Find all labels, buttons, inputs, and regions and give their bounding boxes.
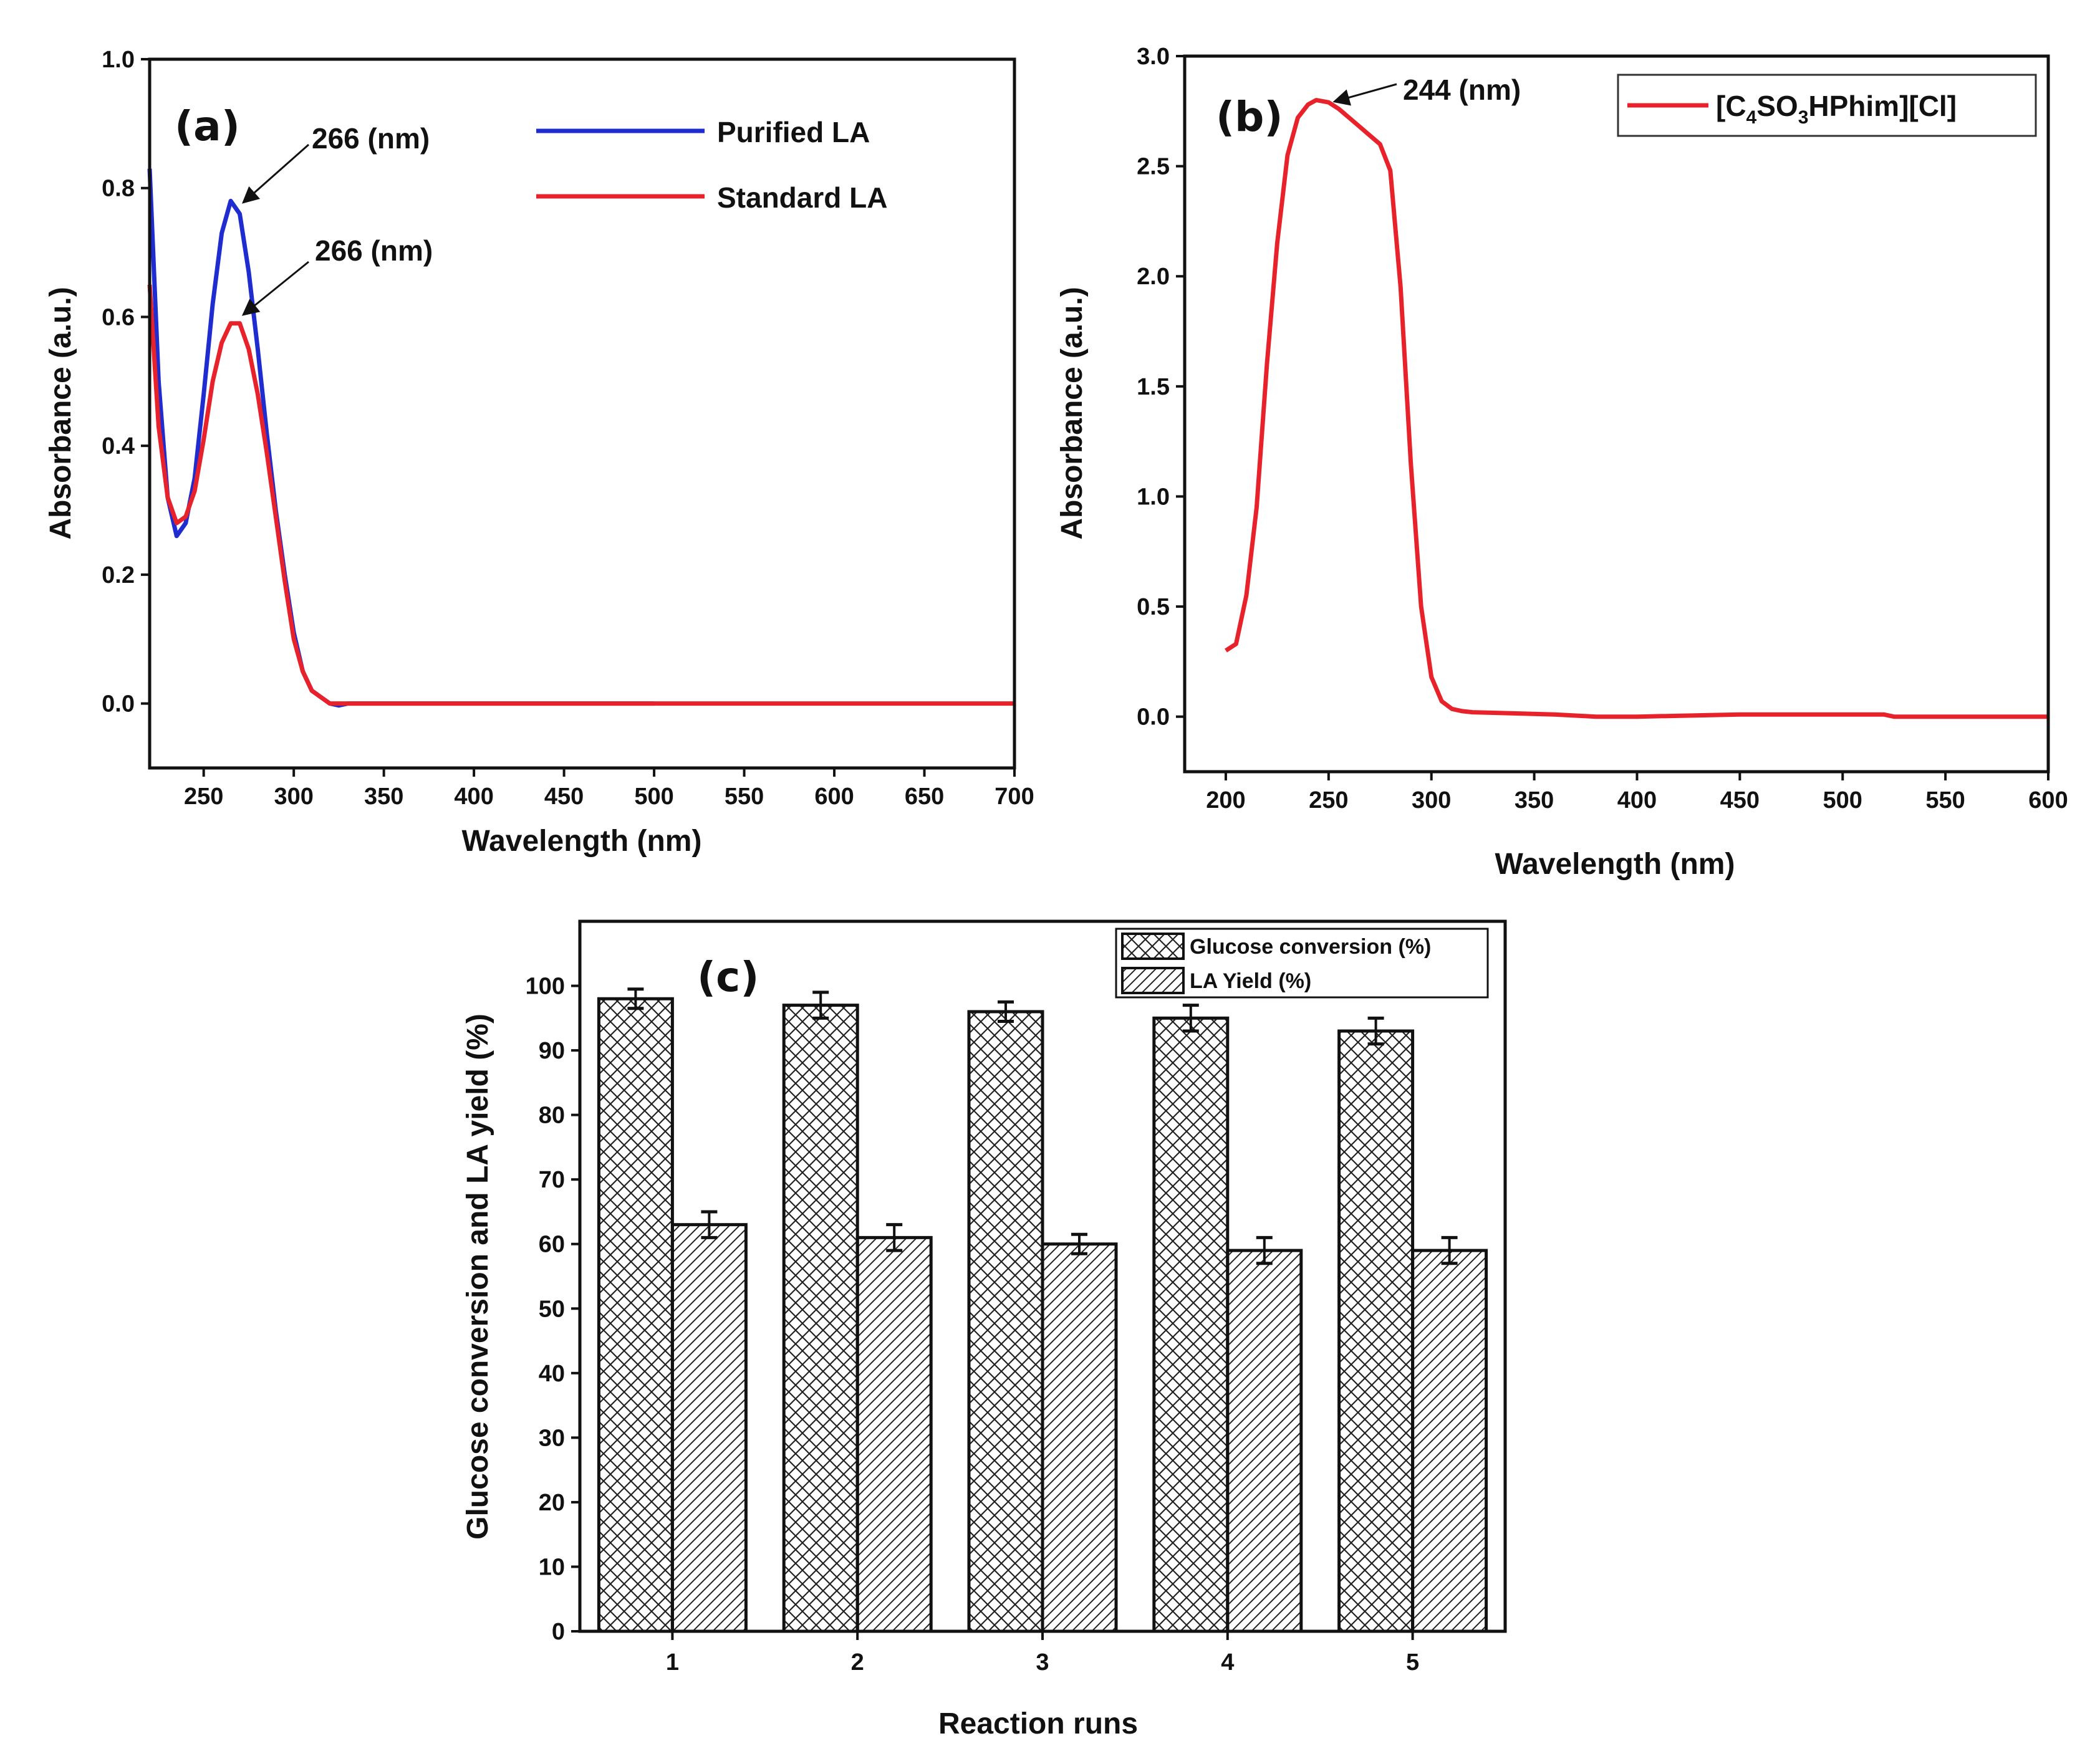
x-tick-label: 700 [995, 784, 1034, 810]
x-tick-label: 300 [274, 784, 313, 810]
y-tick-label: 100 [526, 974, 565, 1000]
glucose-bar-run-2 [782, 1004, 859, 1633]
la-yield-bar-run-3 [1041, 1242, 1118, 1633]
x-tick-label: 500 [1823, 787, 1862, 813]
x-tick-label: 450 [1720, 787, 1760, 813]
y-tick-label: 20 [539, 1490, 565, 1516]
y-tick-label: 0.0 [1137, 704, 1170, 731]
y-tick-label: 1.5 [1137, 374, 1170, 400]
y-tick-label: 0.0 [102, 691, 135, 717]
panel-b-frame [1183, 54, 2050, 774]
legend-swatch-glucose [1121, 933, 1185, 960]
x-tick-label: 550 [725, 784, 764, 810]
y-tick-label: 0.5 [1137, 594, 1170, 620]
series-line--c4so3hphim-cl- [1225, 98, 2048, 719]
panel-b-chart: 200 250 300 350 400 450 500 550 600 0.0 0.5 1.0 1.5 2… [1056, 44, 2068, 881]
y-tick-label: 0.8 [102, 176, 135, 202]
glucose-bar-run-5 [1337, 1029, 1415, 1633]
legend-part-a: [C [1716, 90, 1746, 122]
y-tick-label: 0.4 [102, 433, 135, 459]
panel-a-label: (a) [175, 102, 240, 150]
x-tick-label: 3 [1036, 1649, 1049, 1676]
annotation-standard-peak: 266 (nm) [315, 234, 433, 267]
x-tick-label: 500 [634, 784, 673, 810]
x-tick-label: 200 [1206, 787, 1245, 813]
y-tick-label: 80 [539, 1103, 565, 1129]
x-tick-label: 550 [1925, 787, 1965, 813]
panel-c-label: (c) [697, 953, 759, 1001]
legend-label-la-yield: LA Yield (%) [1190, 969, 1311, 993]
y-tick-label: 1.0 [1137, 484, 1170, 510]
glucose-bar-run-1 [597, 997, 674, 1633]
panel-a-chart: 250 300 350 400 450 500 550 600 650 700 0.0 0.2 0.4 0… [44, 47, 1034, 858]
x-tick-label: 600 [814, 784, 854, 810]
panel-c-x-axis-label: Reaction runs [938, 1707, 1138, 1740]
panel-b-label: (b) [1216, 93, 1283, 141]
x-tick-label: 4 [1221, 1649, 1234, 1676]
x-tick-label: 450 [544, 784, 584, 810]
legend-part-rest: HPhim][Cl] [1808, 90, 1957, 122]
annotation-arrow-purified [241, 143, 309, 204]
x-tick-label: 600 [2028, 787, 2068, 813]
x-tick-label: 250 [1309, 787, 1348, 813]
x-tick-label: 300 [1412, 787, 1451, 813]
panel-c-y-axis-label: Glucose conversion and LA yield (%) [461, 1014, 494, 1540]
x-tick-label: 650 [905, 784, 944, 810]
y-tick-label: 30 [539, 1425, 565, 1451]
la-yield-bar-run-4 [1226, 1249, 1303, 1633]
x-tick-label: 250 [184, 784, 223, 810]
y-tick-label: 2.0 [1137, 264, 1170, 290]
y-tick-label: 50 [539, 1296, 565, 1322]
y-tick-label: 90 [539, 1038, 565, 1064]
x-tick-label: 400 [454, 784, 493, 810]
y-tick-label: 2.5 [1137, 154, 1170, 180]
glucose-bar-run-4 [1152, 1016, 1230, 1633]
glucose-bar-run-3 [967, 1010, 1044, 1633]
legend-label-ionic-liquid: [C4SO3HPhim][Cl] [1716, 90, 1957, 128]
la-yield-bar-run-1 [670, 1223, 748, 1633]
panel-a-x-axis-label: Wavelength (nm) [462, 825, 702, 858]
x-tick-label: 350 [1515, 787, 1554, 813]
la-yield-bar-run-2 [855, 1235, 933, 1633]
x-tick-label: 350 [364, 784, 403, 810]
legend-sub-4: 4 [1746, 107, 1757, 128]
legend-sub-3: 3 [1798, 107, 1809, 128]
y-tick-label: 0.2 [102, 562, 135, 588]
la-yield-bar-run-5 [1411, 1249, 1488, 1633]
legend-label-standard-la: Standard LA [717, 181, 887, 214]
y-tick-label: 40 [539, 1361, 565, 1387]
legend-label-glucose: Glucose conversion (%) [1190, 935, 1431, 959]
y-tick-label: 3.0 [1137, 44, 1170, 70]
y-tick-label: 0.6 [102, 304, 135, 330]
x-tick-label: 5 [1406, 1649, 1419, 1676]
annotation-ionic-peak: 244 (nm) [1403, 74, 1521, 106]
panel-b-y-axis-label: Absorbance (a.u.) [1056, 287, 1089, 539]
panel-a-frame [148, 57, 1016, 770]
legend-swatch-la-yield [1121, 967, 1185, 994]
panel-a-y-axis-label: Absorbance (a.u.) [44, 287, 77, 539]
legend-label-purified-la: Purified LA [717, 116, 870, 148]
x-tick-label: 1 [666, 1649, 679, 1676]
y-tick-label: 60 [539, 1232, 565, 1258]
annotation-arrow-standard [241, 261, 309, 316]
y-tick-label: 0 [552, 1619, 565, 1645]
panel-b-x-axis-label: Wavelength (nm) [1495, 848, 1735, 881]
annotation-purified-peak: 266 (nm) [312, 122, 430, 155]
series-line-standard-la [147, 284, 1014, 706]
y-tick-label: 70 [539, 1167, 565, 1193]
x-tick-label: 2 [851, 1649, 864, 1676]
annotation-arrow-ionic-peak [1332, 83, 1397, 106]
y-tick-label: 1.0 [102, 47, 135, 73]
legend-part-so: SO [1756, 90, 1798, 122]
x-tick-label: 400 [1617, 787, 1657, 813]
y-tick-label: 10 [539, 1554, 565, 1580]
